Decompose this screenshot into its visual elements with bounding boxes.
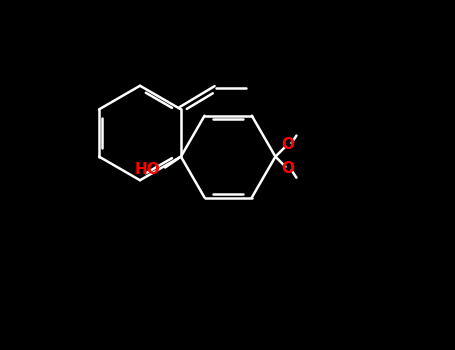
Text: O: O [281,161,294,176]
Text: HO: HO [134,162,160,177]
Text: O: O [281,137,294,152]
